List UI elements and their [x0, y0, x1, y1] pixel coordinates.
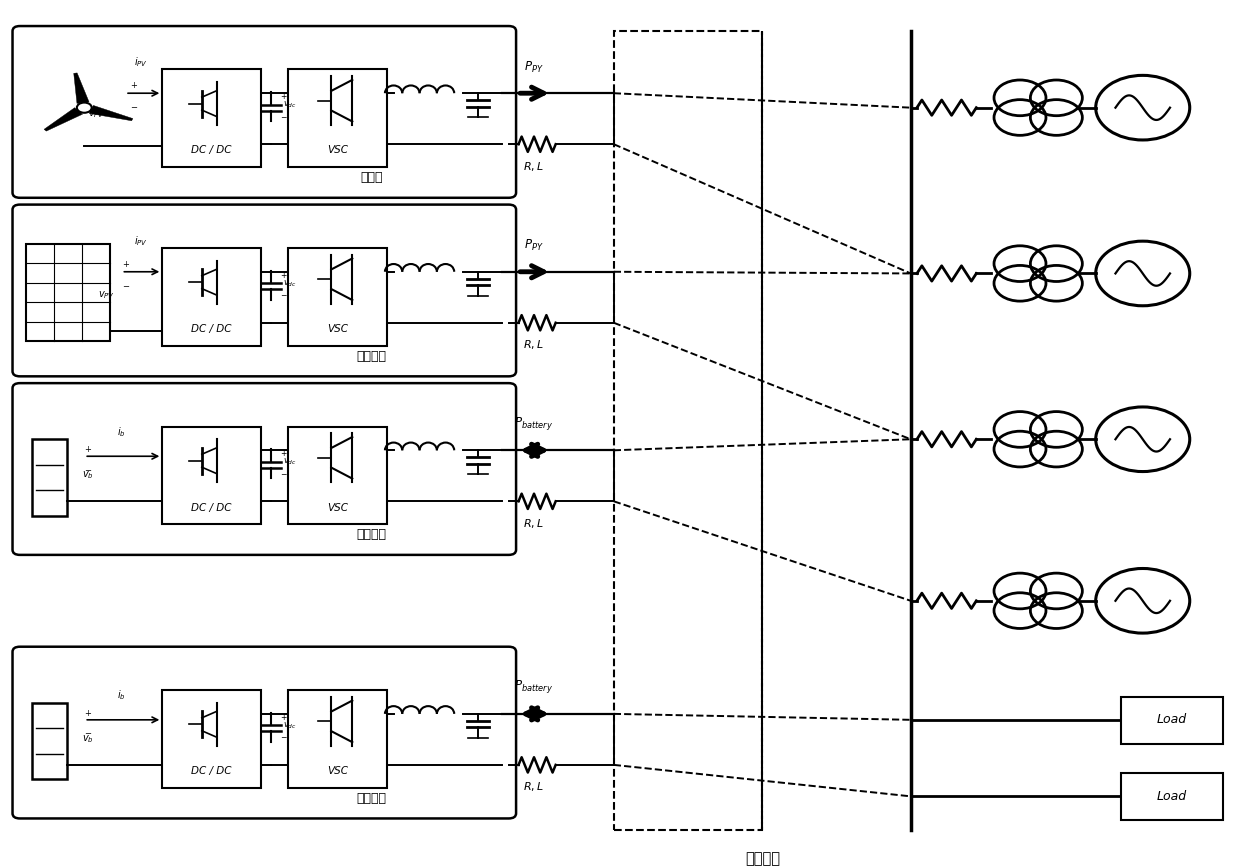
Text: $i_b$: $i_b$ [117, 688, 125, 702]
Text: $R,L$: $R,L$ [523, 160, 544, 173]
Text: $v_{dc}$: $v_{dc}$ [284, 100, 298, 110]
Text: 储能电站: 储能电站 [357, 529, 387, 542]
Bar [162, 69, 262, 168]
Text: VSC: VSC [327, 146, 348, 155]
FancyBboxPatch shape [12, 383, 516, 555]
Bar [289, 69, 387, 168]
Text: $-$: $-$ [84, 727, 92, 736]
Text: $R,L$: $R,L$ [523, 780, 544, 793]
Text: $P_{battery}$: $P_{battery}$ [513, 415, 553, 431]
Bar [1121, 773, 1223, 820]
Bar [162, 690, 262, 788]
Bar [162, 426, 262, 524]
Text: 光伏电站: 光伏电站 [357, 350, 387, 363]
Text: $-$: $-$ [123, 280, 130, 289]
Text: $P_{battery}$: $P_{battery}$ [513, 678, 553, 695]
Text: $i_{PV}$: $i_{PV}$ [134, 56, 148, 69]
Text: Load: Load [1157, 713, 1187, 727]
Text: VSC: VSC [327, 766, 348, 776]
Text: $-$: $-$ [280, 732, 288, 740]
Text: $R,L$: $R,L$ [523, 338, 544, 351]
Text: $+$: $+$ [280, 712, 288, 722]
FancyBboxPatch shape [12, 26, 516, 198]
Text: DC / DC: DC / DC [191, 324, 232, 334]
Text: $v_{PV}$: $v_{PV}$ [98, 289, 115, 301]
Text: $-$: $-$ [280, 289, 288, 299]
Text: VSC: VSC [327, 324, 348, 334]
Text: $+$: $+$ [84, 707, 92, 718]
FancyBboxPatch shape [12, 647, 516, 819]
Polygon shape [73, 73, 89, 103]
Bar [289, 690, 387, 788]
Text: Load: Load [1157, 790, 1187, 803]
Text: $-$: $-$ [280, 111, 288, 120]
Text: $+$: $+$ [84, 444, 92, 454]
Text: DC / DC: DC / DC [191, 146, 232, 155]
Bar [614, 31, 763, 831]
Text: DC / DC: DC / DC [191, 766, 232, 776]
Text: $P_{PY}$: $P_{PY}$ [523, 59, 543, 75]
Text: 风电场: 风电场 [361, 171, 383, 184]
Bar [289, 426, 387, 524]
Bar [1121, 697, 1223, 744]
Text: $v_{PV}$: $v_{PV}$ [88, 108, 105, 120]
Text: $i_b$: $i_b$ [117, 425, 125, 439]
Text: $-$: $-$ [84, 464, 92, 473]
Text: $v_b$: $v_b$ [82, 470, 94, 482]
Text: $-$: $-$ [280, 468, 288, 477]
Text: $+$: $+$ [280, 270, 288, 279]
Polygon shape [45, 108, 83, 131]
FancyBboxPatch shape [12, 205, 516, 377]
Bar [162, 248, 262, 345]
Text: $+$: $+$ [123, 259, 130, 269]
Text: $v_{dc}$: $v_{dc}$ [284, 720, 298, 731]
Text: 储能电站: 储能电站 [357, 792, 387, 805]
Bar [26, 244, 110, 341]
Text: $+$: $+$ [280, 91, 288, 102]
Text: $v_b$: $v_b$ [82, 733, 94, 745]
Text: $R,L$: $R,L$ [523, 516, 544, 529]
Text: $v_{dc}$: $v_{dc}$ [284, 279, 298, 289]
Polygon shape [89, 105, 133, 121]
Text: $+$: $+$ [130, 80, 138, 90]
Text: 网架结构: 网架结构 [745, 852, 780, 866]
Bar [32, 703, 67, 779]
Text: VSC: VSC [327, 503, 348, 512]
Text: $-$: $-$ [130, 102, 138, 110]
Text: $P_{PY}$: $P_{PY}$ [523, 238, 543, 253]
Text: $+$: $+$ [280, 448, 288, 458]
Circle shape [77, 102, 92, 113]
Text: $i_{PV}$: $i_{PV}$ [134, 233, 148, 247]
Bar [32, 439, 67, 516]
Bar [289, 248, 387, 345]
Text: $v_{dc}$: $v_{dc}$ [284, 457, 298, 467]
Text: DC / DC: DC / DC [191, 503, 232, 512]
